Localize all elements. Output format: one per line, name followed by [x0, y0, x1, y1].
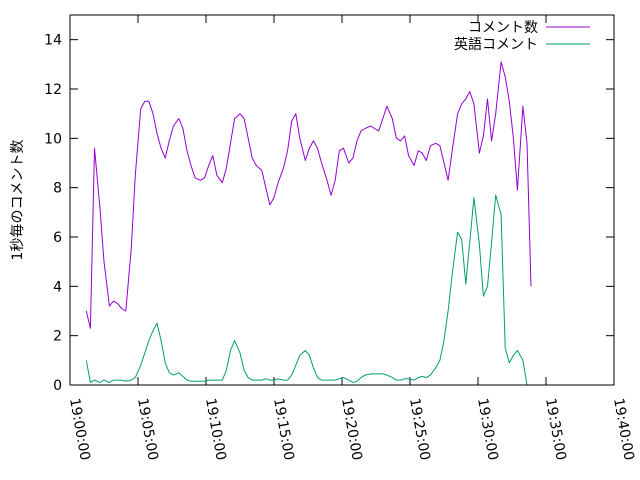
- legend: コメント数 英語コメント: [454, 20, 590, 53]
- y-tick-label-2: 4: [53, 279, 62, 295]
- x-tick-label-7: 19:35:00: [542, 397, 569, 462]
- legend-label-comments: コメント数: [468, 20, 538, 36]
- y-tick-label-0: 0: [53, 378, 62, 394]
- y-tick-label-4: 8: [53, 181, 62, 197]
- x-tick-label-6: 19:30:00: [474, 397, 501, 462]
- y-tick-label-1: 2: [53, 329, 62, 345]
- y-tick-label-5: 10: [44, 131, 62, 147]
- x-tick-label-1: 19:05:00: [134, 397, 161, 462]
- y-axis-label: 1秒毎のコメント数: [10, 140, 26, 261]
- x-tick-label-8: 19:40:00: [610, 397, 637, 462]
- series-line-0: [85, 61, 532, 329]
- series-line-1: [85, 194, 528, 386]
- legend-label-english-comments: 英語コメント: [454, 36, 538, 53]
- x-tick-label-2: 19:10:00: [202, 397, 229, 462]
- x-tick-label-3: 19:15:00: [270, 397, 297, 462]
- x-tick-label-0: 19:00:00: [66, 397, 93, 462]
- y-ticks: 0 2 4 6 8 10 12 14: [44, 33, 614, 394]
- series-layer: [85, 61, 532, 386]
- x-tick-label-4: 19:20:00: [338, 397, 365, 462]
- plot-frame: [69, 14, 615, 386]
- y-tick-label-6: 12: [44, 82, 62, 98]
- y-tick-label-7: 14: [44, 33, 62, 49]
- y-tick-label-3: 6: [53, 230, 62, 246]
- x-ticks: 19:00:00 19:05:00 19:10:00 19:15:00 19:20:00…: [66, 15, 637, 462]
- x-tick-label-5: 19:25:00: [406, 397, 433, 462]
